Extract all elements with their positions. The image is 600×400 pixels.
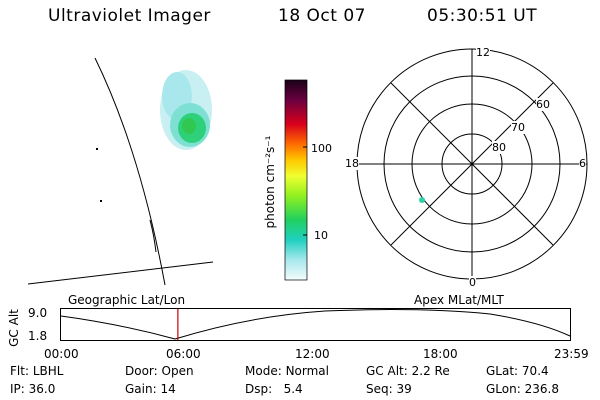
- info-glat: GLat: 70.4: [486, 364, 549, 378]
- mlt-label-0: 0: [469, 276, 476, 289]
- altitude-xtick: 18:00: [423, 347, 458, 361]
- polar-diagonal: [390, 82, 554, 246]
- altitude-plot: [60, 308, 571, 341]
- limb-arc: [94, 57, 166, 286]
- colorbar: [284, 79, 308, 281]
- instrument-title: Ultraviolet Imager: [48, 6, 211, 26]
- altitude-xtick: 23:59: [554, 347, 589, 361]
- polar-aurora-dot: [419, 197, 425, 203]
- polar-plot: [356, 48, 588, 280]
- star-dot: [100, 200, 102, 202]
- altitude-xtick: 00:00: [44, 347, 79, 361]
- info-seq: Seq: 39: [366, 382, 412, 396]
- coastline-fragment: [149, 219, 157, 253]
- geographic-image-panel: [27, 57, 214, 286]
- aurora-blob: [160, 70, 212, 150]
- lat-label-70: 70: [511, 121, 525, 134]
- lat-label-60: 60: [536, 98, 550, 111]
- info-gain: Gain: 14: [125, 382, 176, 396]
- altitude-ytick-max: 9.0: [28, 306, 48, 320]
- info-gc-alt: GC Alt: 2.2 Re: [366, 364, 450, 378]
- mlt-label-6: 6: [579, 157, 586, 170]
- date-label: 18 Oct 07: [278, 6, 366, 26]
- altitude-curve: [60, 309, 571, 340]
- colorbar-tick-10: 10: [314, 229, 328, 242]
- lat-label-80: 80: [492, 141, 506, 154]
- colorbar-tick-100: 100: [311, 142, 332, 155]
- altitude-xtick: 12:00: [295, 347, 330, 361]
- colorbar-gradient: [284, 79, 308, 281]
- altitude-frame: [60, 308, 571, 341]
- info-mode: Mode: Normal: [245, 364, 329, 378]
- info-filter: Flt: LBHL: [10, 364, 64, 378]
- star-dot: [96, 148, 98, 150]
- altitude-xtick: 06:00: [166, 347, 201, 361]
- info-door: Door: Open: [125, 364, 194, 378]
- info-dsp: Dsp: 5.4: [245, 382, 303, 396]
- apex-label: Apex MLat/MLT: [414, 293, 504, 307]
- info-glon: GLon: 236.8: [486, 382, 559, 396]
- altitude-ytick-min: 1.8: [28, 329, 48, 343]
- geographic-label: Geographic Lat/Lon: [68, 293, 186, 307]
- mlt-label-18: 18: [345, 157, 359, 170]
- mlt-label-12: 12: [476, 46, 490, 59]
- colorbar-label: photon cm⁻²s⁻¹: [263, 135, 277, 229]
- altitude-ylabel: GC Alt: [7, 309, 21, 347]
- terminator-line: [27, 261, 214, 285]
- time-label: 05:30:51 UT: [427, 6, 538, 26]
- info-ip: IP: 36.0: [10, 382, 56, 396]
